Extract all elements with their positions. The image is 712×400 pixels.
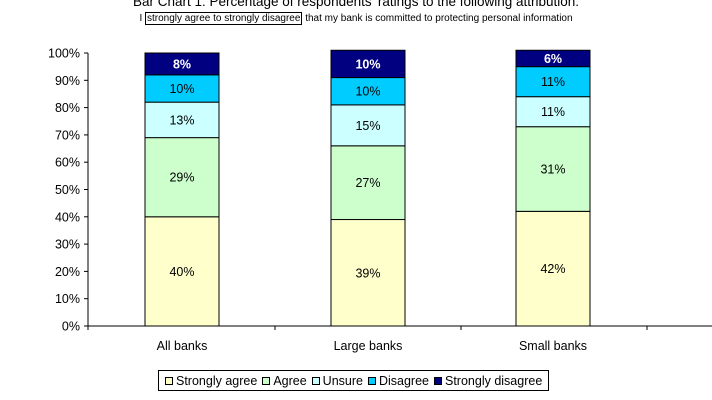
data-label: 11% — [541, 105, 565, 119]
data-label: 8% — [173, 57, 191, 71]
bar-segment — [515, 66, 591, 98]
data-label: 39% — [355, 266, 380, 280]
data-label: 13% — [169, 113, 194, 127]
y-tick-label: 90% — [55, 74, 80, 88]
bar-segment — [330, 219, 406, 327]
chart-title: Bar Chart 1: Percentage of respondents' … — [132, 0, 580, 9]
data-label: 10% — [355, 57, 380, 71]
legend-item: Unsure — [311, 373, 363, 388]
bar-segment — [144, 52, 220, 76]
data-label: 29% — [169, 171, 194, 185]
bar-segment — [515, 49, 591, 68]
chart-legend: Strongly agree Agree Unsure Disagree Strongl… — [158, 370, 550, 391]
x-category-label: Large banks — [334, 339, 403, 353]
data-label: 31% — [540, 163, 565, 177]
data-label: 15% — [355, 119, 380, 133]
subtitle-boxed-scale: strongly agree to strongly disagree — [145, 12, 303, 25]
bar-segment — [330, 49, 406, 79]
legend-item: Disagree — [367, 373, 429, 388]
legend-swatch — [262, 376, 271, 385]
legend-item: Agree — [262, 373, 307, 388]
legend-label: Strongly agree — [176, 373, 258, 388]
x-category-label: All banks — [157, 339, 208, 353]
chart-subtitle: I strongly agree to strongly disagree th… — [0, 12, 712, 25]
y-tick-label: 70% — [55, 128, 80, 142]
data-label: 40% — [169, 265, 194, 279]
y-tick-label: 60% — [55, 156, 80, 170]
y-tick-label: 30% — [55, 238, 80, 252]
bar-segment — [330, 77, 406, 106]
y-tick-label: 0% — [62, 320, 80, 334]
bar-segment — [515, 126, 591, 212]
bar-segment — [144, 74, 220, 103]
data-label: 11% — [541, 75, 565, 89]
legend-swatch — [311, 376, 320, 385]
data-label: 27% — [355, 176, 380, 190]
x-category-label: Small banks — [519, 339, 587, 353]
legend-swatch — [367, 376, 376, 385]
y-tick-label: 20% — [55, 265, 80, 279]
legend-label: Strongly disagree — [445, 373, 543, 388]
legend-item: Strongly disagree — [434, 374, 542, 388]
data-label: 10% — [355, 85, 380, 99]
y-tick-label: 100% — [48, 47, 80, 61]
legend-label: Agree — [273, 373, 307, 388]
bar-segment — [144, 137, 220, 218]
y-tick-label: 80% — [55, 101, 80, 115]
data-label: 6% — [544, 52, 562, 66]
legend-label: Unsure — [322, 373, 363, 388]
bar-segment — [515, 96, 591, 128]
data-label: 42% — [540, 262, 565, 276]
y-tick-label: 50% — [55, 183, 80, 197]
legend-swatch — [434, 376, 442, 385]
subtitle-prefix: I — [139, 13, 143, 24]
y-tick-label: 40% — [55, 210, 80, 224]
subtitle-suffix: that my bank is committed to protecting … — [305, 13, 573, 24]
bar-segment — [144, 101, 220, 139]
bar-segment — [515, 210, 591, 327]
bar-segment — [144, 216, 220, 327]
bar-segment — [330, 104, 406, 147]
legend-label: Disagree — [378, 373, 429, 388]
legend-item: Strongly agree — [165, 374, 257, 388]
data-label: 10% — [169, 82, 194, 96]
legend-swatch — [165, 376, 173, 385]
y-tick-label: 10% — [55, 292, 80, 306]
